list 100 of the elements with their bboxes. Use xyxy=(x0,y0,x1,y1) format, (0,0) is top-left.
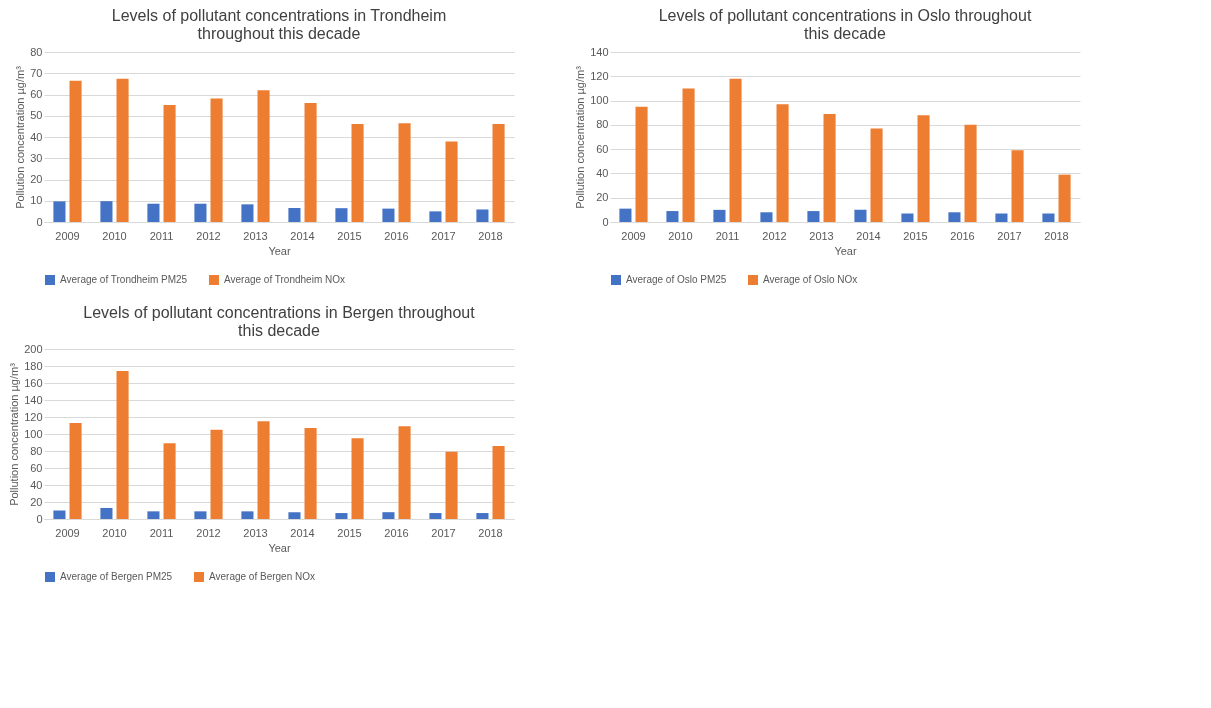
bar xyxy=(476,209,489,222)
y-tick-label: 60 xyxy=(30,88,43,100)
y-tick-label: 40 xyxy=(30,130,43,143)
x-tick-label: 2009 xyxy=(55,526,80,539)
bar xyxy=(964,124,977,222)
bar xyxy=(69,422,82,519)
y-tick-label: 180 xyxy=(24,359,43,372)
y-axis-title: Pollution concentration µg/m³ xyxy=(8,362,21,506)
bar xyxy=(1058,174,1071,222)
x-tick-label: 2011 xyxy=(715,229,740,242)
bar xyxy=(257,90,270,222)
y-tick-label: 50 xyxy=(30,109,43,122)
bar xyxy=(476,513,489,519)
bar xyxy=(147,511,160,519)
x-tick-label: 2012 xyxy=(762,229,787,242)
y-tick-label: 100 xyxy=(590,94,609,107)
x-axis-title: Year xyxy=(834,244,857,257)
legend-label: Average of Bergen NOx xyxy=(209,571,315,582)
bar xyxy=(429,513,442,519)
bar xyxy=(147,203,160,222)
bar xyxy=(948,212,961,222)
x-tick-label: 2015 xyxy=(337,526,362,539)
y-tick-label: 80 xyxy=(596,118,609,131)
chart-title: Levels of pollutant concentrations in Bergen throughout this decade xyxy=(83,304,476,339)
bar xyxy=(116,78,129,222)
bar xyxy=(210,98,223,222)
x-tick-label: 2012 xyxy=(196,526,221,539)
bar xyxy=(901,213,914,222)
x-tick-label: 2014 xyxy=(290,229,315,242)
legend-label: Average of Trondheim PM25 xyxy=(60,274,188,285)
bar xyxy=(288,207,301,222)
bar xyxy=(492,445,505,519)
y-tick-label: 140 xyxy=(24,393,43,406)
bar xyxy=(241,204,254,222)
bar xyxy=(398,426,411,519)
bar xyxy=(194,203,207,222)
bar xyxy=(854,209,867,222)
y-tick-label: 40 xyxy=(30,478,43,491)
x-tick-label: 2011 xyxy=(149,229,174,242)
bar xyxy=(1011,150,1024,222)
legend-label: Average of Oslo NOx xyxy=(763,274,858,285)
bar xyxy=(619,208,632,222)
legend-label: Average of Bergen PM25 xyxy=(60,571,173,582)
x-tick-label: 2010 xyxy=(102,526,127,539)
x-tick-label: 2015 xyxy=(903,229,928,242)
x-tick-label: 2009 xyxy=(55,229,80,242)
y-tick-label: 30 xyxy=(30,151,43,164)
y-tick-label: 60 xyxy=(596,142,609,155)
bar xyxy=(492,124,505,222)
y-axis-title: Pollution concentration µg/m³ xyxy=(14,65,27,209)
x-tick-label: 2013 xyxy=(243,526,268,539)
bar xyxy=(776,104,789,222)
bar xyxy=(666,211,679,222)
x-tick-label: 2018 xyxy=(478,229,503,242)
bar xyxy=(995,213,1008,222)
y-tick-label: 160 xyxy=(24,376,43,389)
bar xyxy=(288,512,301,519)
bar xyxy=(760,212,773,222)
bar xyxy=(917,115,930,222)
bar xyxy=(682,88,695,222)
x-tick-label: 2017 xyxy=(997,229,1022,242)
x-tick-label: 2016 xyxy=(384,526,409,539)
x-tick-label: 2009 xyxy=(621,229,646,242)
bar xyxy=(304,428,317,519)
chart-title: Levels of pollutant concentrations in Trondheim throughout this decade xyxy=(111,7,447,42)
bar xyxy=(807,211,820,222)
y-tick-label: 40 xyxy=(596,166,609,179)
x-tick-label: 2010 xyxy=(668,229,693,242)
y-tick-label: 0 xyxy=(602,215,609,228)
y-tick-label: 140 xyxy=(590,45,609,58)
bar xyxy=(351,124,364,222)
x-tick-label: 2017 xyxy=(431,229,456,242)
bar xyxy=(870,128,883,222)
bar xyxy=(445,141,458,222)
y-tick-label: 100 xyxy=(24,427,43,440)
bar xyxy=(635,106,648,222)
y-tick-label: 70 xyxy=(30,66,43,79)
x-axis-title: Year xyxy=(268,244,291,257)
bar xyxy=(53,201,66,222)
y-tick-label: 0 xyxy=(36,512,43,525)
bar xyxy=(335,513,348,519)
bar xyxy=(163,104,176,222)
bar xyxy=(116,371,129,519)
bar xyxy=(257,421,270,519)
x-tick-label: 2013 xyxy=(243,229,268,242)
bar xyxy=(194,511,207,519)
y-tick-label: 20 xyxy=(30,173,43,185)
x-tick-label: 2018 xyxy=(478,526,503,539)
bar xyxy=(398,123,411,222)
y-tick-label: 200 xyxy=(24,342,43,355)
x-tick-label: 2018 xyxy=(1044,229,1069,242)
bar xyxy=(445,451,458,519)
x-tick-label: 2015 xyxy=(337,229,362,242)
y-tick-label: 10 xyxy=(30,194,43,207)
x-tick-label: 2014 xyxy=(856,229,881,242)
bar xyxy=(100,507,113,519)
y-axis-title: Pollution concentration µg/m³ xyxy=(574,65,587,209)
bar xyxy=(53,510,66,519)
y-tick-label: 60 xyxy=(30,461,43,474)
bar xyxy=(429,211,442,222)
